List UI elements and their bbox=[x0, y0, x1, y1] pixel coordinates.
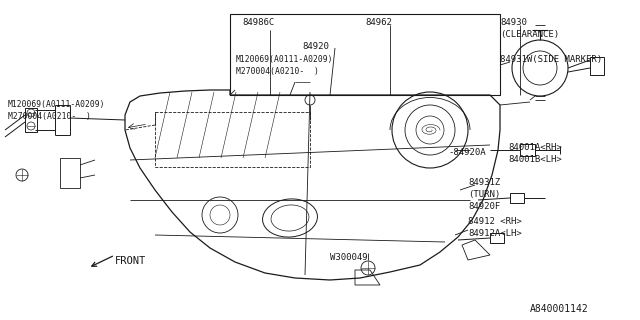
Bar bbox=[25, 108, 37, 132]
Bar bbox=[490, 233, 504, 243]
Bar bbox=[60, 158, 80, 188]
Text: (TURN): (TURN) bbox=[468, 190, 500, 199]
Text: 84962: 84962 bbox=[365, 18, 392, 27]
Text: M120069(A0111-A0209): M120069(A0111-A0209) bbox=[236, 55, 333, 64]
Text: -84920A: -84920A bbox=[448, 148, 486, 157]
Text: 84912 <RH>: 84912 <RH> bbox=[468, 217, 522, 226]
Bar bbox=[230, 14, 500, 95]
Bar bbox=[155, 112, 310, 167]
Text: (CLEARANCE): (CLEARANCE) bbox=[500, 30, 559, 39]
Text: M120069(A0111-A0209): M120069(A0111-A0209) bbox=[8, 100, 106, 109]
Bar bbox=[520, 144, 535, 156]
Text: 84920F: 84920F bbox=[468, 202, 500, 211]
Text: 84001A<RH>: 84001A<RH> bbox=[508, 143, 562, 152]
Text: 84912A<LH>: 84912A<LH> bbox=[468, 229, 522, 238]
Text: 84920: 84920 bbox=[302, 42, 329, 51]
Text: FRONT: FRONT bbox=[115, 256, 147, 266]
Text: 84930: 84930 bbox=[500, 18, 527, 27]
Text: 84001B<LH>: 84001B<LH> bbox=[508, 155, 562, 164]
Bar bbox=[510, 193, 524, 203]
Text: 84986C: 84986C bbox=[242, 18, 275, 27]
Text: M270004(A0210-  ): M270004(A0210- ) bbox=[236, 67, 319, 76]
Text: A840001142: A840001142 bbox=[530, 304, 589, 314]
Text: M270004(A0210-  ): M270004(A0210- ) bbox=[8, 112, 91, 121]
Text: W300049: W300049 bbox=[330, 253, 367, 262]
Text: 84931W(SIDE MARKER): 84931W(SIDE MARKER) bbox=[500, 55, 602, 64]
Text: 84931Z: 84931Z bbox=[468, 178, 500, 187]
Bar bbox=[590, 57, 604, 75]
